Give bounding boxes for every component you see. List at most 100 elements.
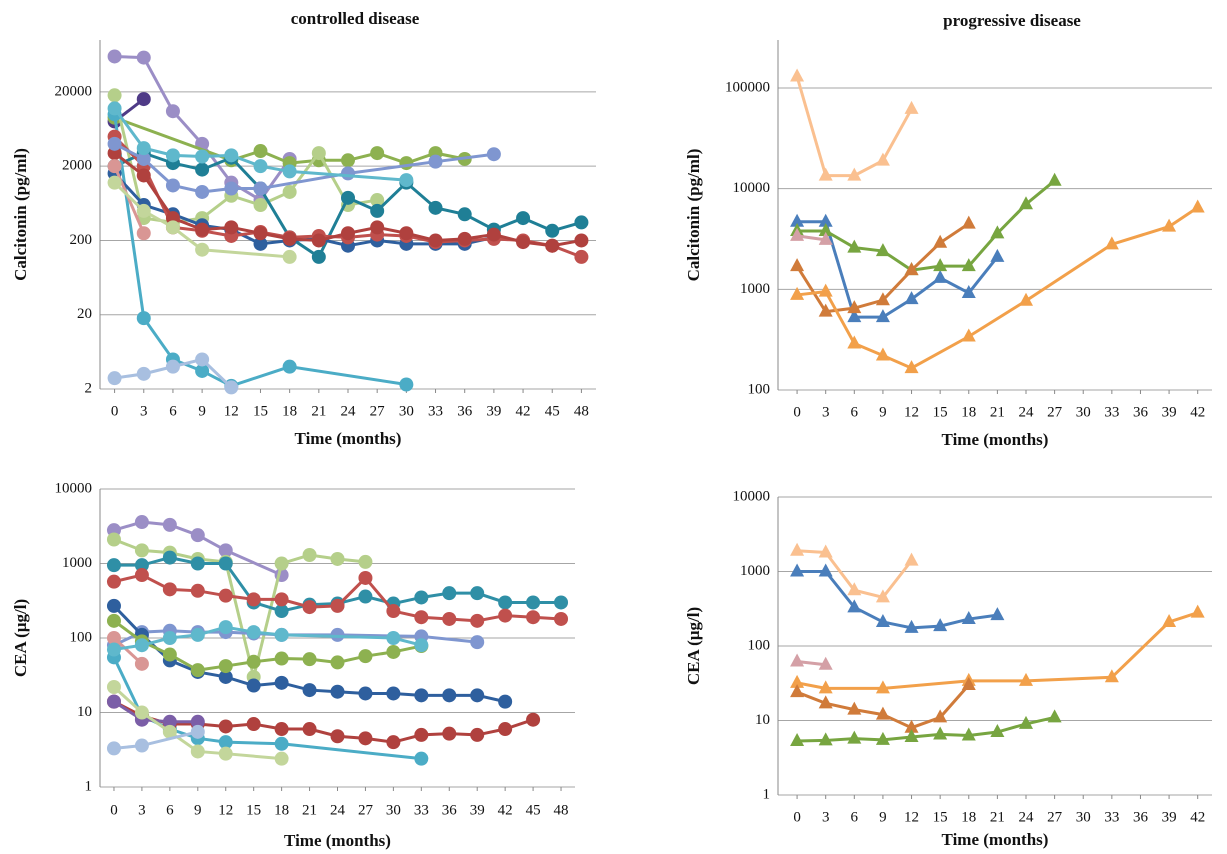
data-point — [218, 719, 233, 734]
data-point — [370, 220, 385, 235]
data-point — [904, 552, 919, 566]
series-line — [113, 619, 422, 672]
y-tick-label: 1000 — [740, 281, 770, 297]
data-point — [302, 722, 317, 737]
data-point — [875, 589, 890, 603]
data-point — [790, 653, 805, 667]
data-point — [274, 751, 289, 766]
data-point — [414, 610, 429, 625]
x-tick-label: 24 — [1019, 404, 1035, 420]
data-point — [162, 724, 177, 739]
data-point — [1190, 199, 1205, 213]
data-point — [106, 694, 121, 709]
data-point — [134, 568, 149, 583]
x-tick-label: 15 — [253, 403, 268, 419]
x-tick-label: 48 — [574, 403, 589, 419]
data-point — [790, 68, 805, 82]
chart-title: progressive disease — [943, 11, 1081, 30]
data-point — [190, 724, 205, 739]
data-point — [428, 200, 443, 215]
data-point — [134, 738, 149, 753]
data-point — [274, 722, 289, 737]
data-point — [498, 608, 513, 623]
x-tick-label: 36 — [1133, 404, 1149, 420]
x-tick-label: 12 — [224, 403, 239, 419]
y-tick-label: 100000 — [725, 79, 770, 95]
x-tick-label: 21 — [990, 404, 1005, 420]
x-tick-label: 12 — [904, 404, 919, 420]
data-point — [818, 283, 833, 297]
data-point — [106, 613, 121, 628]
data-point — [386, 644, 401, 659]
data-point — [790, 213, 805, 227]
data-point — [165, 220, 180, 235]
data-point — [818, 231, 833, 245]
data-point — [574, 215, 589, 230]
x-axis-label: Time (months) — [942, 830, 1049, 849]
x-tick-label: 42 — [516, 403, 531, 419]
data-point — [274, 604, 289, 619]
data-point — [1047, 709, 1062, 723]
data-point — [341, 226, 355, 241]
data-point — [933, 618, 948, 632]
data-point — [165, 359, 180, 374]
series-line — [795, 76, 913, 178]
data-point — [961, 727, 976, 741]
data-point — [330, 627, 345, 642]
x-tick-label: 3 — [822, 404, 830, 420]
data-point — [341, 190, 355, 205]
data-point — [195, 149, 210, 164]
data-point — [1104, 669, 1119, 683]
x-tick-label: 12 — [218, 802, 233, 818]
data-point — [818, 213, 833, 227]
x-tick-label: 30 — [386, 802, 401, 818]
data-point — [875, 706, 890, 720]
x-tick-label: 6 — [169, 403, 177, 419]
data-point — [190, 744, 205, 759]
data-point — [904, 619, 919, 633]
x-tick-label: 30 — [1076, 809, 1091, 825]
x-tick-label: 9 — [194, 802, 202, 818]
data-point — [875, 152, 890, 166]
data-point — [847, 730, 862, 744]
x-tick-label: 33 — [428, 403, 443, 419]
data-point — [470, 586, 485, 601]
series-line — [112, 656, 422, 761]
data-point — [358, 686, 373, 701]
data-point — [414, 590, 429, 605]
data-point — [1019, 715, 1033, 729]
x-tick-label: 12 — [904, 809, 919, 825]
data-point — [358, 554, 373, 569]
data-point — [875, 309, 890, 323]
data-point — [134, 558, 149, 573]
x-tick-label: 33 — [1104, 809, 1119, 825]
data-point — [470, 613, 485, 628]
x-tick-label: 0 — [110, 802, 118, 818]
x-axis-label: Time (months) — [942, 430, 1049, 449]
data-point — [253, 226, 268, 241]
data-point — [224, 181, 239, 196]
data-point — [302, 548, 317, 563]
data-point — [990, 248, 1005, 262]
data-point — [330, 551, 345, 566]
x-tick-label: 0 — [793, 404, 801, 420]
data-point — [162, 517, 177, 532]
data-point — [498, 595, 513, 610]
data-point — [218, 588, 233, 603]
data-point — [545, 238, 560, 253]
data-point — [399, 173, 414, 188]
x-tick-label: 6 — [851, 404, 859, 420]
data-point — [136, 92, 151, 107]
data-point — [1019, 672, 1033, 686]
data-point — [790, 733, 805, 747]
data-point — [134, 656, 149, 671]
x-tick-label: 39 — [1162, 809, 1177, 825]
data-point — [162, 582, 177, 597]
x-tick-label: 3 — [140, 403, 148, 419]
data-point — [790, 227, 805, 241]
x-tick-label: 24 — [330, 802, 346, 818]
data-point — [554, 595, 569, 610]
data-point — [933, 726, 948, 740]
